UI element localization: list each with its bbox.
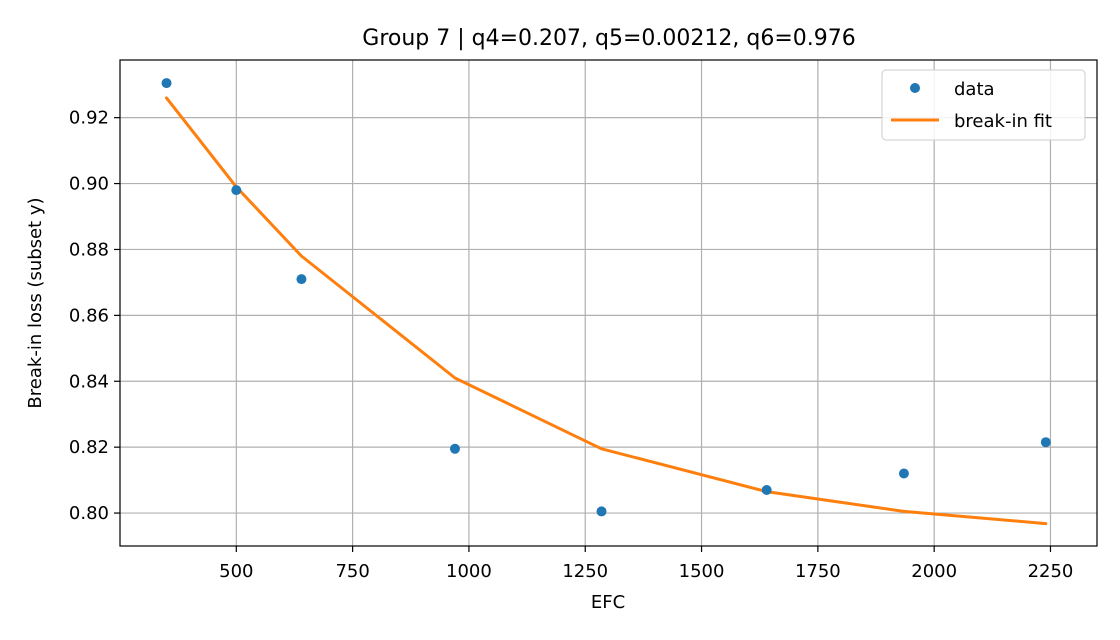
- data-point: [231, 185, 242, 196]
- y-tick-label: 0.90: [69, 174, 109, 195]
- data-point: [761, 484, 772, 495]
- data-point: [596, 506, 607, 517]
- y-tick-label: 0.88: [69, 239, 109, 260]
- x-tick-label: 1500: [679, 561, 725, 582]
- y-tick-label: 0.86: [69, 305, 109, 326]
- x-tick-label: 1000: [446, 561, 492, 582]
- x-tick-label: 500: [219, 561, 253, 582]
- data-point: [449, 443, 460, 454]
- legend: data break-in fit: [881, 69, 1086, 141]
- plot-area-frame: [119, 59, 1098, 547]
- y-tick-label: 0.92: [69, 108, 109, 129]
- data-point: [898, 468, 909, 479]
- x-tick-label: 750: [335, 561, 369, 582]
- legend-data-label: data: [954, 79, 995, 100]
- x-tick-label: 1250: [562, 561, 608, 582]
- x-tick-label: 2000: [911, 561, 957, 582]
- y-tick-label: 0.80: [69, 503, 109, 524]
- grid: [120, 60, 1097, 546]
- data-point: [1040, 437, 1051, 448]
- legend-data-marker: [910, 83, 920, 93]
- fit-line: [165, 96, 1048, 526]
- point-layer: [161, 78, 1051, 517]
- legend-fit-label: break-in fit: [954, 111, 1052, 132]
- ticks: 500 750 1000 1250 1500 1750 2000 2250 0.80 0.82 0.…: [69, 108, 1073, 582]
- data-point: [296, 274, 307, 285]
- y-tick-label: 0.82: [69, 437, 109, 458]
- x-tick-label: 1750: [795, 561, 841, 582]
- fit-layer: [165, 96, 1048, 526]
- x-axis-label: EFC: [591, 592, 625, 613]
- legend-box: [881, 69, 1086, 141]
- x-tick-label: 2250: [1028, 561, 1074, 582]
- chart-title: Group 7 | q4=0.207, q5=0.00212, q6=0.976: [362, 26, 855, 51]
- data-point: [161, 78, 172, 89]
- y-axis-label: Break-in loss (subset y): [25, 197, 46, 408]
- y-tick-label: 0.84: [69, 371, 109, 392]
